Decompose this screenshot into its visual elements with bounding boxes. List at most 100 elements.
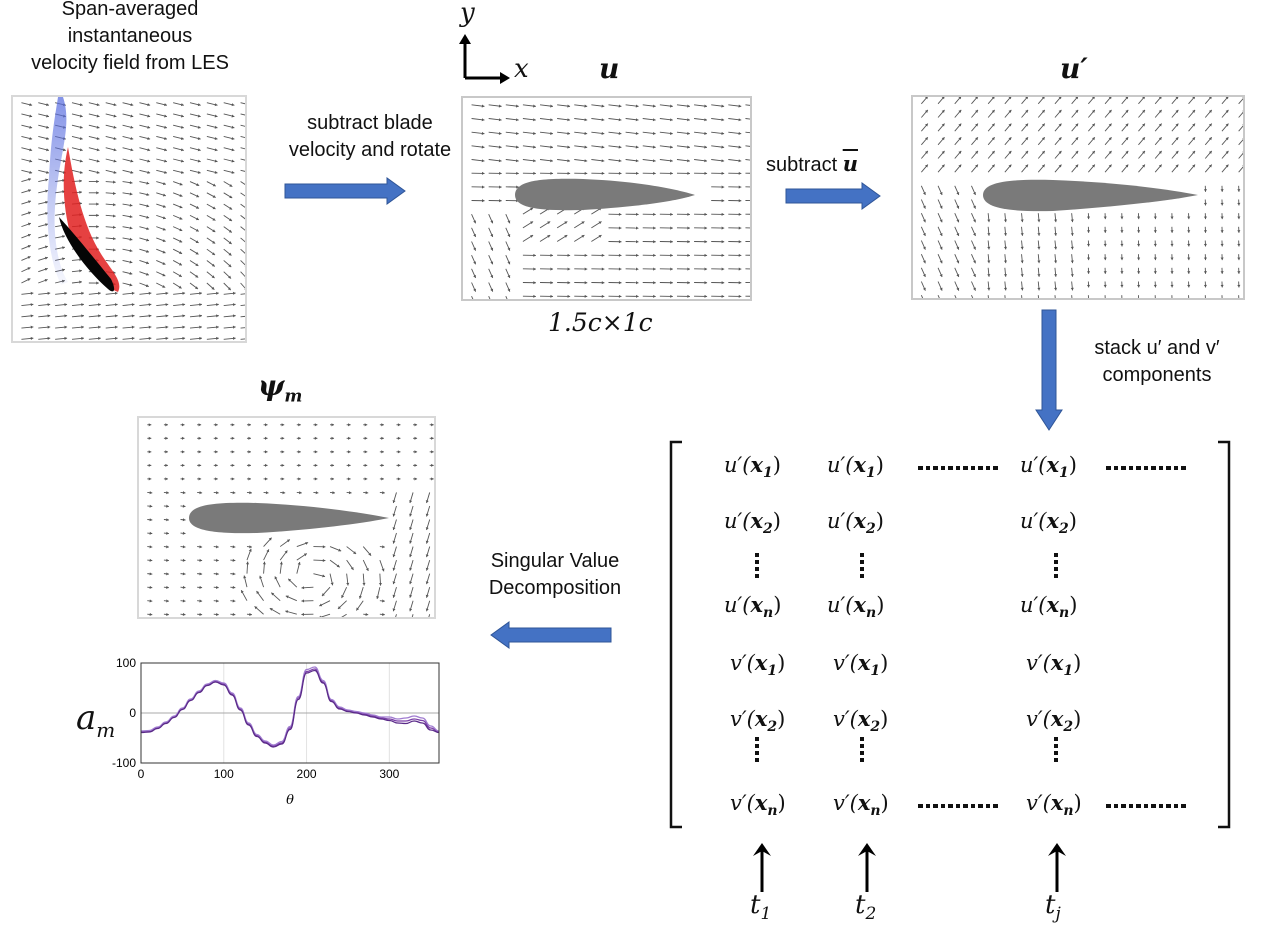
uprime-vector (987, 267, 991, 277)
les-vector (139, 158, 151, 163)
les-vector (206, 102, 218, 107)
u-vector (557, 294, 571, 298)
matrix-horizontal-ellipsis (918, 466, 998, 470)
matrix-entry-position: x (1046, 452, 1060, 477)
psi-vector (163, 599, 169, 603)
u-vector (488, 282, 494, 292)
psi-vector (425, 600, 431, 612)
u-vector (591, 171, 605, 175)
uprime-vector (1086, 254, 1091, 261)
u-vector (711, 104, 725, 108)
les-vector (240, 136, 245, 139)
u-vector (608, 118, 622, 122)
les-vector (122, 325, 135, 329)
les-vector (206, 325, 219, 329)
les-vector (88, 147, 100, 152)
matrix-entry-close: ) (1073, 651, 1082, 675)
psi-vector (392, 532, 397, 544)
u-vector (676, 145, 690, 149)
les-vector (223, 181, 233, 187)
u-vector (711, 253, 725, 257)
uprime-vector (1021, 109, 1029, 118)
psi-vector (279, 550, 288, 561)
les-vector (21, 278, 31, 284)
u-vector (488, 131, 502, 135)
les-vector (223, 282, 232, 291)
u-vector (694, 212, 708, 216)
psi-vector (180, 545, 186, 549)
psi-vector (363, 491, 369, 495)
uprime-vector (1103, 267, 1107, 274)
uprime-vector (1238, 165, 1243, 173)
u-vector (522, 267, 536, 271)
psi-vector (280, 463, 285, 467)
les-vector (240, 271, 245, 279)
uprime-vector (1237, 226, 1241, 233)
u-vector (694, 131, 708, 135)
matrix-right-bracket (1218, 440, 1231, 829)
les-vector (38, 234, 49, 239)
u-vector (659, 294, 673, 298)
uprime-vector (937, 97, 945, 105)
uprime-vector (1237, 185, 1241, 192)
u-vector (728, 131, 742, 135)
uprime-vector (987, 150, 995, 159)
uprime-vector (921, 97, 928, 105)
uprime-vector (1138, 136, 1146, 146)
uprime-vector (1170, 267, 1174, 274)
matrix-entry-function: v′( (833, 791, 858, 815)
u-vector (728, 294, 742, 298)
les-vector (139, 303, 152, 307)
les-vector (21, 158, 33, 163)
uprime-vector (1188, 97, 1195, 105)
uprime-vector (1237, 213, 1241, 220)
uprime-vector (971, 199, 976, 209)
u-vector (505, 131, 519, 135)
les-vector (240, 192, 245, 197)
uprime-vector (1054, 267, 1058, 277)
uprime-vector (1138, 295, 1140, 298)
step4-label: Singular Value Decomposition (488, 550, 622, 599)
u-vector (488, 268, 494, 279)
les-vector (223, 314, 236, 318)
u-vector (540, 281, 554, 285)
uprime-vector (1154, 136, 1162, 146)
u-vector (471, 131, 485, 135)
les-velocity-vectors (21, 102, 245, 340)
u-vector (591, 145, 605, 149)
psi-vector (263, 450, 268, 454)
u-vector (711, 185, 725, 189)
psi-vector (392, 519, 397, 531)
psi-vector (263, 463, 268, 467)
uprime-vector (1203, 185, 1207, 192)
psi-vector (147, 558, 153, 562)
matrix-entry: v′(x2) (833, 706, 888, 735)
les-vector (189, 282, 199, 290)
psi-vector (296, 541, 309, 547)
les-vector (240, 102, 245, 105)
uprime-vector (1054, 213, 1058, 223)
les-vector (122, 237, 133, 241)
les-vector (105, 314, 118, 318)
psi-vector (180, 491, 186, 495)
psi-vector (180, 599, 186, 603)
u-vector (745, 172, 750, 174)
uprime-vector (1088, 97, 1095, 105)
u-panel-title: u (599, 52, 620, 85)
uprime-vector (921, 150, 929, 159)
psi-vector (379, 599, 385, 603)
les-vector (105, 136, 117, 140)
matrix-entry-function: u′( (724, 593, 751, 617)
matrix-entry-index: 1 (1059, 465, 1069, 482)
uprime-vector (1138, 164, 1146, 173)
les-vector (139, 124, 151, 129)
arrow-right-1 (284, 177, 406, 205)
uprime-vector (987, 281, 991, 291)
u-vector (574, 253, 588, 257)
les-vector (38, 256, 48, 261)
les-vector (240, 226, 245, 231)
les-vector (139, 314, 152, 318)
u-vector (728, 199, 742, 203)
les-vector (156, 136, 168, 140)
les-vector (88, 113, 100, 118)
